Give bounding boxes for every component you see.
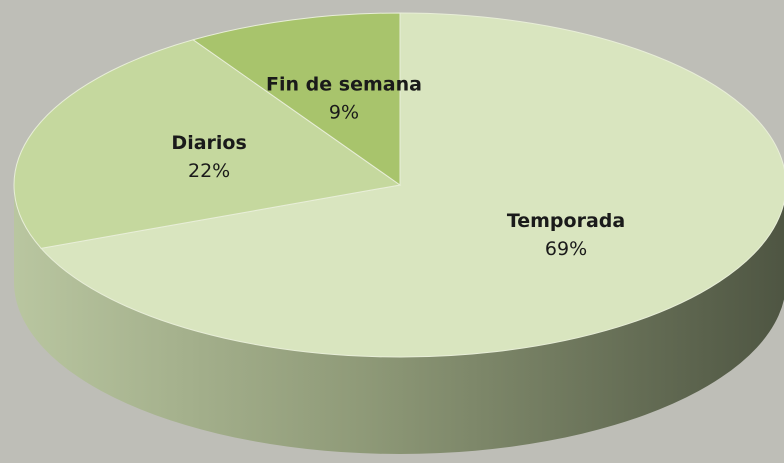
slice-value-label: 9% xyxy=(329,102,359,124)
pie-slice xyxy=(40,12,784,358)
slice-label: Fin de semana xyxy=(266,74,422,96)
pie-slice xyxy=(192,12,401,186)
slice-label: Diarios xyxy=(171,132,246,154)
pie-slice xyxy=(13,39,402,249)
slice-label: Temporada xyxy=(507,210,625,232)
pie xyxy=(13,12,784,454)
slice-value-label: 69% xyxy=(545,238,587,260)
labels: Temporada 69% Diarios 22% Fin de semana 9% xyxy=(171,74,625,260)
pie-side xyxy=(14,185,784,454)
slice-value-label: 22% xyxy=(188,160,230,182)
